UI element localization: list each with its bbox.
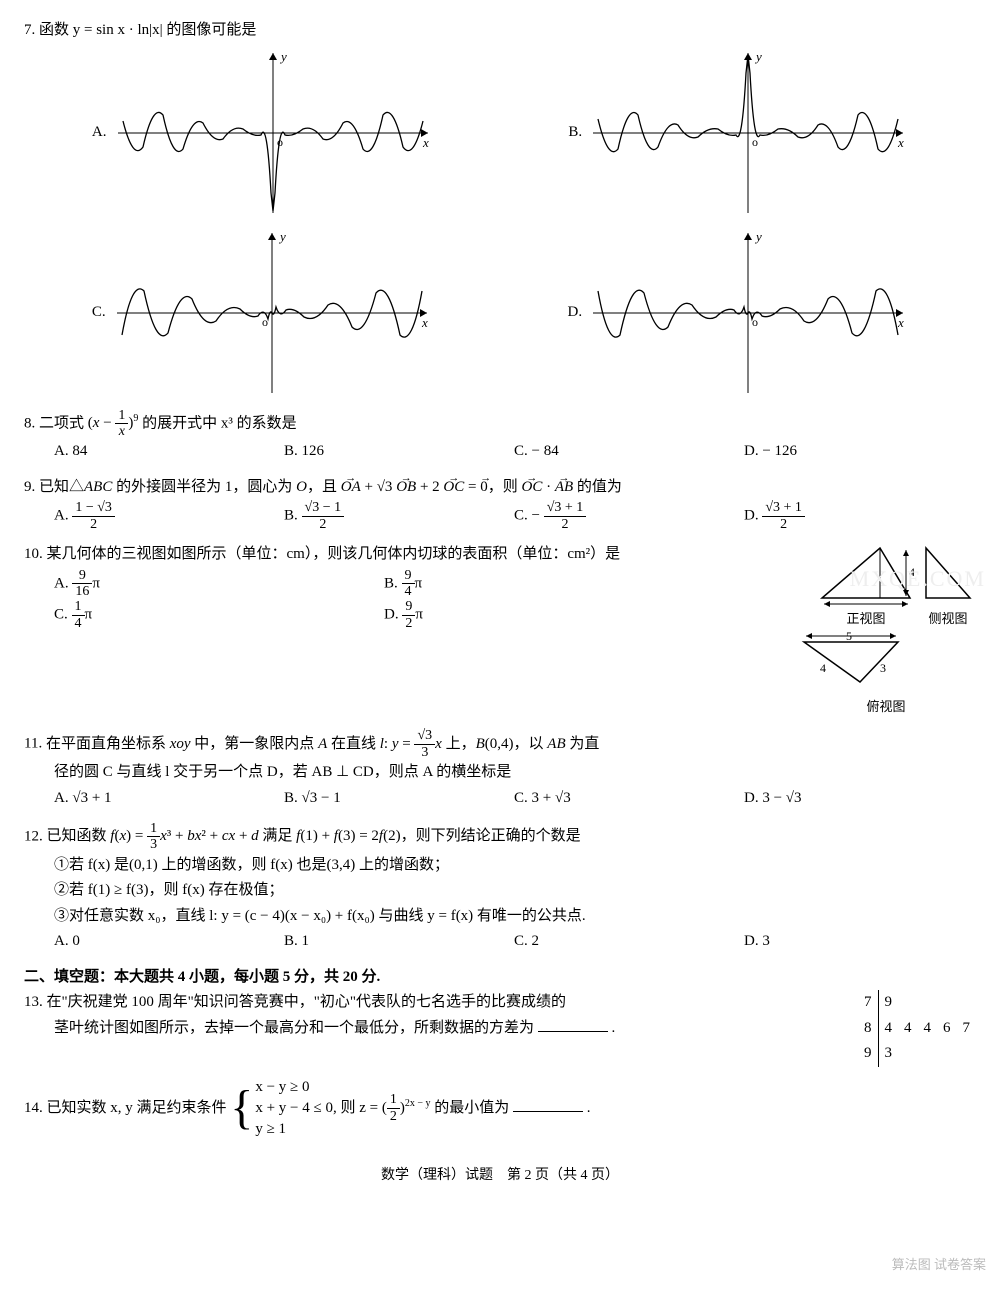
stem-leaf-plot: 79 844467 93 — [858, 990, 976, 1067]
q9-opt-A: A. 1 − √32 — [54, 500, 274, 532]
q9-opt-B: B. √3 − 12 — [284, 500, 504, 532]
graph-B-svg: x y o — [588, 48, 908, 218]
watermark-right: MXQE.COM — [850, 560, 986, 597]
q11-opt-A: A. √3 + 1 — [54, 786, 274, 812]
q11-stem-l1: 在平面直角坐标系 xoy 中，第一象限内点 A 在直线 l: y = √33x … — [46, 736, 599, 752]
q11-stem-l2: 径的圆 C 与直线 l 交于另一个点 D，若 AB ⊥ CD，则点 A 的横坐标… — [54, 764, 511, 780]
q8-opt-D: D. − 126 — [744, 439, 964, 465]
q11-options: A. √3 + 1 B. √3 − 1 C. 3 + √3 D. 3 − √3 — [54, 786, 976, 812]
q9-stem: 已知△ABC 的外接圆半径为 1，圆心为 O，且 OA + √3 OB + 2 … — [39, 479, 622, 495]
svg-text:y: y — [279, 49, 287, 64]
q11-opt-D: D. 3 − √3 — [744, 786, 964, 812]
q10-opt-D: D. 92π — [384, 599, 704, 631]
q10-opt-B: B. 94π — [384, 568, 704, 600]
q9-number: 9. — [24, 479, 35, 495]
q7-opt-C-label: C. — [92, 300, 106, 326]
q8-opt-A: A. 84 — [54, 439, 274, 465]
q8-options: A. 84 B. 126 C. − 84 D. − 126 — [54, 439, 976, 465]
graph-C-svg: x y o — [112, 228, 432, 398]
svg-text:x: x — [421, 315, 428, 330]
q11-opt-B: B. √3 − 1 — [284, 786, 504, 812]
graph-A-svg: x y o — [113, 48, 433, 218]
question-9: 9. 已知△ABC 的外接圆半径为 1，圆心为 O，且 OA + √3 OB +… — [24, 475, 976, 532]
side-view-label: 侧视图 — [920, 608, 976, 630]
q9-opt-C: C. − √3 + 12 — [514, 500, 734, 532]
q13-stem-l2: 茎叶统计图如图所示，去掉一个最高分和一个最低分，所剩数据的方差为 — [54, 1020, 534, 1036]
q8-expr: (x − 1x)9 — [88, 415, 142, 431]
q8-stem-pre: 二项式 — [39, 415, 84, 431]
q12-item-3: ③对任意实数 x₀，直线 l: y = (c − 4)(x − x₀) + f(… — [54, 904, 976, 930]
question-10: 4 正视图 侧视图 5 4 3 — [24, 542, 976, 718]
q7-opt-D-label: D. — [567, 300, 582, 326]
question-8: 8. 二项式 (x − 1x)9 的展开式中 x³ 的系数是 A. 84 B. … — [24, 408, 976, 465]
svg-text:4: 4 — [820, 661, 826, 675]
q10-number: 10. — [24, 546, 43, 562]
svg-text:y: y — [754, 229, 762, 244]
svg-text:3: 3 — [880, 661, 886, 675]
question-7: 7. 函数 y = sin x · ln|x| 的图像可能是 A. x y o … — [24, 18, 976, 398]
q14-blank — [513, 1098, 583, 1112]
q14-suffix: . — [587, 1100, 591, 1116]
svg-text:x: x — [422, 135, 429, 150]
top-view-label: 俯视图 — [796, 696, 976, 718]
q8-opt-C: C. − 84 — [514, 439, 734, 465]
q9-options: A. 1 − √32 B. √3 − 12 C. − √3 + 12 D. √3… — [54, 500, 976, 532]
question-13: 79 844467 93 13. 在"庆祝建党 100 周年"知识问答竞赛中，"… — [24, 990, 976, 1067]
q12-item-1: ①若 f(x) 是(0,1) 上的增函数，则 f(x) 也是(3,4) 上的增函… — [54, 853, 976, 879]
q12-item-2: ②若 f(1) ≥ f(3)，则 f(x) 存在极值； — [54, 878, 976, 904]
q10-opt-C: C. 14π — [54, 599, 374, 631]
q12-number: 12. — [24, 828, 43, 844]
svg-text:x: x — [897, 135, 904, 150]
q13-suffix: . — [612, 1020, 616, 1036]
q14-stem-pre: 已知实数 x, y 满足约束条件 — [47, 1100, 227, 1116]
watermark-corner: 算法图 试卷答案 — [892, 1254, 986, 1276]
svg-text:o: o — [752, 135, 758, 149]
q13-stem-l1: 在"庆祝建党 100 周年"知识问答竞赛中，"初心"代表队的七名选手的比赛成绩的 — [47, 994, 567, 1010]
q10-stem: 某几何体的三视图如图所示（单位：cm），则该几何体内切球的表面积（单位：cm²）… — [47, 546, 621, 562]
q7-graph-C: C. x y o — [92, 228, 432, 398]
top-view-svg: 5 4 3 — [796, 632, 906, 696]
q7-graphs-row-2: C. x y o D. x y o — [24, 228, 976, 398]
q12-opt-A: A. 0 — [54, 929, 274, 955]
q14-number: 14. — [24, 1100, 43, 1116]
q8-number: 8. — [24, 415, 35, 431]
q7-number: 7. — [24, 22, 35, 38]
q14-stem-mid: 则 z = — [340, 1100, 381, 1116]
q10-options: A. 916π B. 94π C. 14π D. 92π — [54, 568, 754, 632]
front-view-label: 正视图 — [818, 608, 914, 630]
q7-opt-B-label: B. — [568, 120, 582, 146]
q12-opt-D: D. 3 — [744, 929, 964, 955]
q7-opt-A-label: A. — [92, 120, 107, 146]
q12-opt-C: C. 2 — [514, 929, 734, 955]
q8-stem-post: 的展开式中 x³ 的系数是 — [142, 415, 297, 431]
question-12: 12. 已知函数 f(x) = 13x³ + bx² + cx + d 满足 f… — [24, 821, 976, 955]
q11-opt-C: C. 3 + √3 — [514, 786, 734, 812]
q8-opt-B: B. 126 — [284, 439, 504, 465]
q7-graph-D: D. x y o — [567, 228, 908, 398]
section-2-title: 二、填空题：本大题共 4 小题，每小题 5 分，共 20 分. — [24, 965, 976, 991]
q10-opt-A: A. 916π — [54, 568, 374, 600]
q7-graphs-row-1: A. x y o B. x y o — [24, 48, 976, 218]
q13-blank — [538, 1018, 608, 1032]
question-14: 14. 已知实数 x, y 满足约束条件 { x − y ≥ 0 x + y −… — [24, 1077, 976, 1140]
q11-number: 11. — [24, 736, 42, 752]
q12-options: A. 0 B. 1 C. 2 D. 3 — [54, 929, 976, 955]
q7-stem: 函数 y = sin x · ln|x| 的图像可能是 — [39, 22, 256, 38]
q7-graph-B: B. x y o — [568, 48, 908, 218]
svg-text:5: 5 — [846, 632, 852, 643]
svg-text:y: y — [754, 49, 762, 64]
q9-opt-D: D. √3 + 12 — [744, 500, 964, 532]
q14-system: { x − y ≥ 0 x + y − 4 ≤ 0, y ≥ 1 — [230, 1077, 336, 1140]
svg-text:y: y — [278, 229, 286, 244]
q12-stem: 已知函数 f(x) = 13x³ + bx² + cx + d 满足 f(1) … — [47, 828, 581, 844]
question-11: 11. 在平面直角坐标系 xoy 中，第一象限内点 A 在直线 l: y = √… — [24, 728, 976, 811]
q7-graph-A: A. x y o — [92, 48, 433, 218]
svg-text:x: x — [897, 315, 904, 330]
page-footer: 数学（理科）试题 第 2 页（共 4 页） — [24, 1164, 976, 1188]
q13-number: 13. — [24, 994, 43, 1010]
q14-stem-post: 的最小值为 — [434, 1100, 509, 1116]
q12-opt-B: B. 1 — [284, 929, 504, 955]
graph-D-svg: x y o — [588, 228, 908, 398]
